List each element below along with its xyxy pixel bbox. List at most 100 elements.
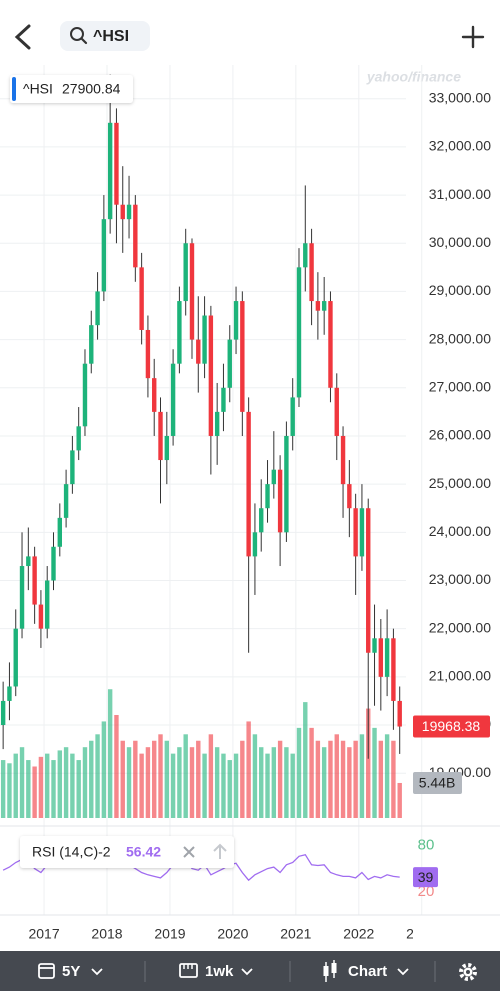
candles <box>0 74 402 759</box>
volume-bar <box>366 708 371 818</box>
volume-bar <box>240 740 245 818</box>
y-tick-label: 27,000.00 <box>429 378 491 394</box>
volume-bar <box>391 740 396 818</box>
volume-bar <box>296 727 302 818</box>
legend-marker <box>12 77 16 101</box>
volume-bar <box>120 740 125 818</box>
candle-body <box>0 700 6 726</box>
volume-bar <box>19 747 25 818</box>
back-button[interactable] <box>14 24 31 50</box>
candle-icon <box>323 966 329 976</box>
indicator-up[interactable] <box>213 843 227 859</box>
y-tick-label: 21,000.00 <box>429 668 491 684</box>
y-tick-label: 29,000.00 <box>429 282 491 298</box>
settings-button[interactable] <box>459 963 477 981</box>
range-button[interactable]: 5Y <box>38 963 103 980</box>
volume-bar <box>290 753 295 818</box>
volume-bar <box>45 753 50 818</box>
candle-body <box>277 469 283 533</box>
candle-body <box>290 397 295 436</box>
candle-body <box>76 426 81 451</box>
candle-body <box>214 411 220 436</box>
candle-body <box>321 301 327 311</box>
gear-icon <box>459 963 477 981</box>
candle-body <box>7 686 12 701</box>
watermark: yahoo/finance <box>366 69 461 85</box>
candle-body <box>246 411 251 557</box>
chevron <box>241 968 253 976</box>
volume-bar <box>353 740 358 818</box>
remove-indicator[interactable] <box>183 846 195 858</box>
volume-bar <box>315 740 321 818</box>
candle-body <box>95 291 100 326</box>
volume-bar <box>89 740 94 818</box>
candle-body <box>296 267 302 398</box>
rsi-tick-label: 80 <box>418 836 435 853</box>
candle-body <box>13 628 18 687</box>
volume-bar <box>13 753 18 818</box>
ruler-icon <box>183 964 193 969</box>
candle-body <box>309 243 314 302</box>
y-tick-label: 24,000.00 <box>429 523 491 539</box>
interval-button[interactable]: 1wk <box>179 963 253 980</box>
candle-body <box>208 315 214 436</box>
volume-bar <box>208 734 214 818</box>
volume-bar <box>82 747 88 818</box>
y-tick-label: 32,000.00 <box>429 138 491 154</box>
candle-body <box>196 339 201 364</box>
candle-body <box>353 508 358 557</box>
volume-bar <box>221 753 226 818</box>
x-tick-label: 2019 <box>154 926 185 942</box>
range-label: 5Y <box>62 963 80 980</box>
gear-icon <box>466 970 470 974</box>
volume-bar <box>372 727 377 818</box>
x-axis: 2017 2018 2019 2020 2021 2022 2023 <box>28 926 413 942</box>
volume-bar <box>202 753 207 818</box>
volume-bar <box>145 747 151 818</box>
add-button[interactable] <box>461 25 485 49</box>
volume-bar <box>114 714 119 818</box>
volume-bar <box>340 740 346 818</box>
candle-body <box>189 243 195 340</box>
y-tick-label: 26,000.00 <box>429 427 491 443</box>
volume-bar <box>252 734 258 818</box>
volume-bar <box>378 740 384 818</box>
rsi-label: 39 <box>418 869 434 885</box>
candle-body <box>101 219 107 292</box>
volume-bar <box>95 734 100 818</box>
calendar-icon <box>38 963 55 979</box>
x-tick-label: 2021 <box>280 926 311 942</box>
y-tick-label: 30,000.00 <box>429 234 491 250</box>
volume-bar <box>328 740 333 818</box>
candle-body <box>45 580 50 629</box>
search-box[interactable] <box>60 21 150 51</box>
y-tick-label: 25,000.00 <box>429 475 491 491</box>
candle-body <box>259 508 264 533</box>
chevron <box>91 968 103 976</box>
volume-bar <box>303 702 308 818</box>
volume-bar <box>277 740 283 818</box>
x-tick-label: 2017 <box>28 926 59 942</box>
volume-bar <box>164 740 170 818</box>
volume-bar <box>347 747 352 818</box>
volume-bar <box>321 747 327 818</box>
chart-type-button[interactable]: Chart <box>323 960 409 982</box>
volume-bar <box>0 760 6 818</box>
candle-body <box>32 556 37 605</box>
candle-body <box>177 301 182 364</box>
rsi-legend-value: 56.42 <box>126 844 161 860</box>
candle-body <box>227 339 232 388</box>
volume-bar <box>359 734 365 818</box>
volume-bar <box>101 721 107 818</box>
candle-body <box>89 325 94 364</box>
volume-bar <box>152 740 157 818</box>
volume-bar <box>233 753 239 818</box>
volume-bar <box>397 782 402 818</box>
volume-bar <box>309 727 314 818</box>
candle-body <box>366 508 371 653</box>
volume-bar <box>133 740 138 818</box>
volume-bar <box>76 760 81 818</box>
volume-label-box <box>413 771 462 794</box>
